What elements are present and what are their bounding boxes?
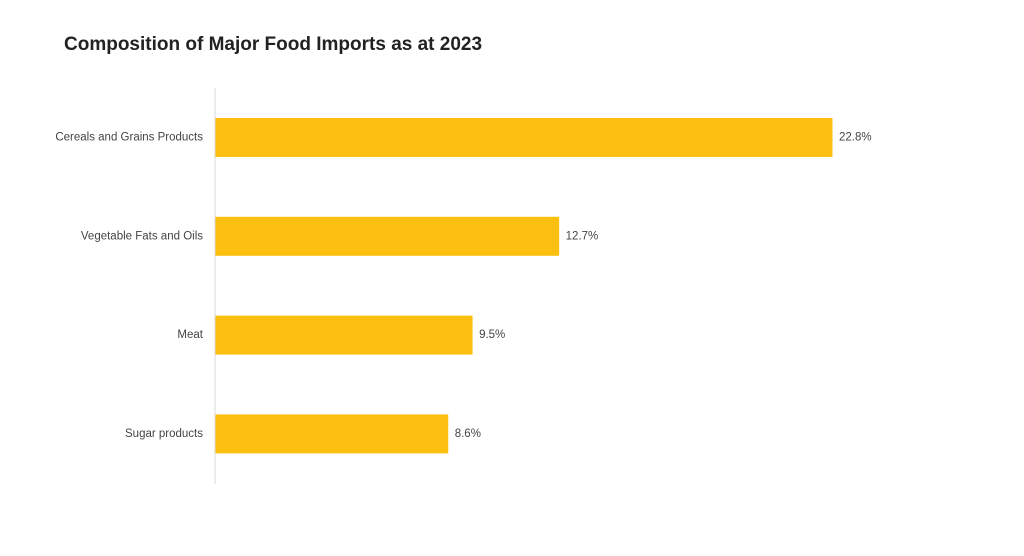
bar	[215, 414, 449, 454]
bar	[215, 216, 560, 256]
data-label: 8.6%	[455, 428, 481, 440]
bars-layer	[215, 118, 833, 454]
category-label: Vegetable Fats and Oils	[81, 230, 203, 242]
category-label: Meat	[177, 329, 203, 341]
bar	[215, 118, 833, 157]
labels-layer: Cereals and Grains Products 22.8% Vegetabl…	[55, 132, 871, 440]
data-label: 22.8%	[839, 132, 872, 144]
category-label: Cereals and Grains Products	[55, 132, 203, 144]
data-label: 12.7%	[566, 230, 599, 242]
chart-title: Composition of Major Food Imports as at …	[64, 34, 483, 55]
data-label: 9.5%	[479, 329, 505, 341]
bar	[215, 315, 473, 355]
category-label: Sugar products	[125, 428, 203, 440]
